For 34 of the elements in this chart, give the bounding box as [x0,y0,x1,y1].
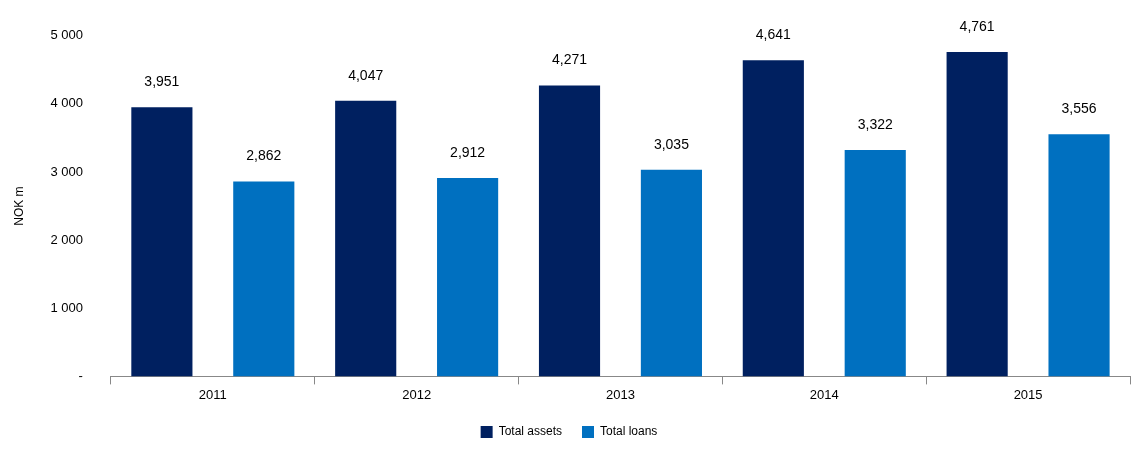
y-tick-label: - [78,367,83,383]
x-tick-label: 2014 [809,386,839,402]
y-tick-label: 5 000 [50,27,83,43]
y-tick-label: 3 000 [50,163,83,179]
y-axis-title: NOK m [11,186,26,226]
data-label: 2,862 [246,147,282,164]
bar [131,107,193,377]
data-label: 3,035 [653,135,690,152]
x-tick-label: 2015 [1013,386,1043,402]
y-tick-label: 2 000 [50,231,83,247]
data-label: 3,951 [144,73,180,90]
data-label: 4,641 [755,26,792,43]
bar [742,60,804,377]
data-label: 4,761 [959,17,995,34]
bar [1048,134,1110,377]
y-tick-label: 1 000 [50,299,83,315]
data-label: 3,322 [857,115,893,132]
x-tick-label: 2013 [606,386,635,402]
data-label: 2,912 [450,143,486,160]
data-label: 3,556 [1061,100,1097,117]
legend-label: Total assets [498,424,563,439]
legend-label: Total loans [600,424,658,439]
bar [640,169,702,377]
bar [437,178,499,377]
y-tick-label: 4 000 [50,95,83,111]
bar [844,150,906,377]
data-label: 4,047 [348,66,384,83]
bar [233,181,295,377]
x-tick-label: 2011 [198,386,227,402]
bar [946,52,1008,377]
bar [538,85,601,377]
bar [335,100,397,377]
x-tick-label: 2012 [402,386,432,402]
data-label: 4,271 [551,51,588,68]
